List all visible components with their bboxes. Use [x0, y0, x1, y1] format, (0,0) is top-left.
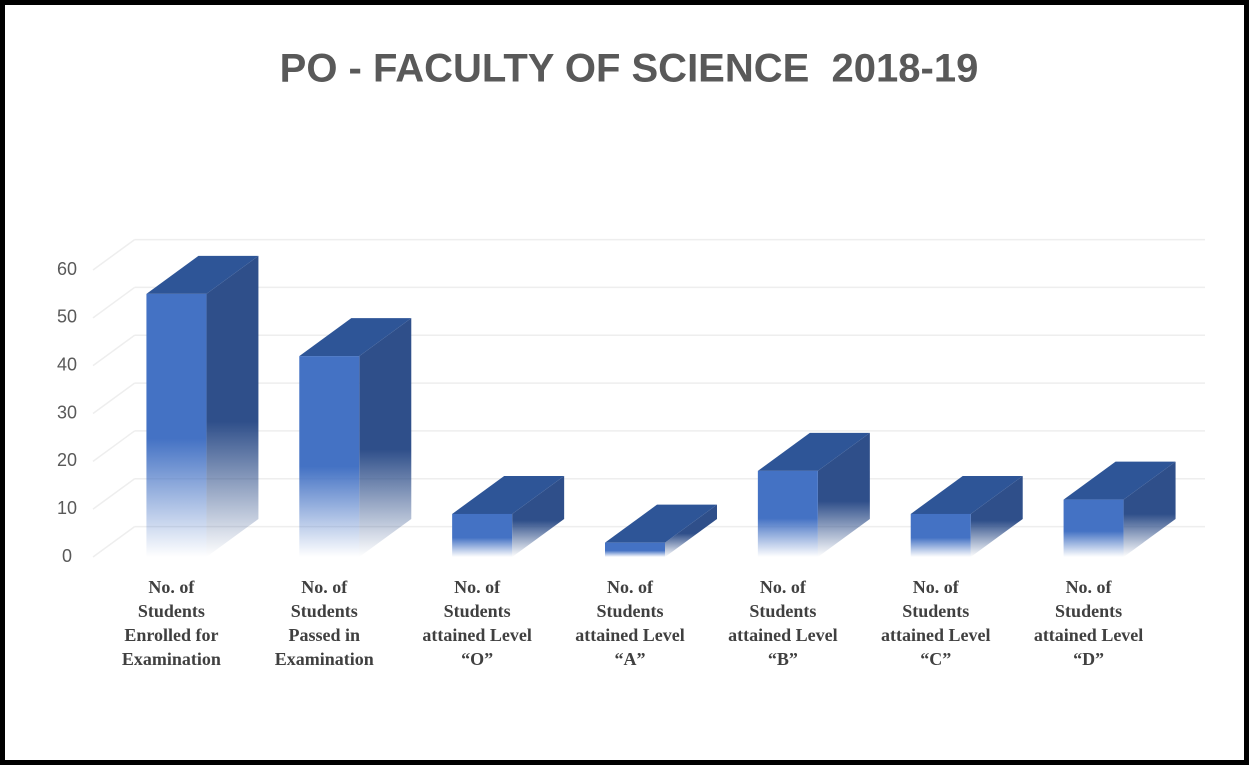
- x-tick-label: No. of Students attained Level “A”: [575, 577, 685, 669]
- grid-line: [92, 430, 136, 462]
- bar-top: [757, 432, 870, 471]
- grid-line: [92, 382, 136, 415]
- x-tick-label: No. of Students attained Level “C”: [880, 577, 991, 669]
- bar-side: [1123, 461, 1176, 557]
- bar-top: [910, 475, 1023, 514]
- x-tick-label: No. of Students Enrolled for Examination: [121, 577, 221, 669]
- bar: [299, 356, 360, 557]
- y-tick-label: 0: [62, 546, 72, 566]
- y-tick-label: 30: [57, 402, 77, 422]
- bar-top: [299, 318, 412, 357]
- y-tick-label: 20: [57, 450, 77, 470]
- bar-top: [605, 504, 717, 543]
- bar-top: [452, 475, 565, 514]
- x-tick-label: No. of Students Passed in Examination: [274, 577, 374, 669]
- grid-line: [92, 478, 136, 510]
- bar-top: [146, 255, 259, 294]
- bar: [146, 293, 207, 557]
- bar: [452, 513, 513, 557]
- x-tick-label: No. of Students attained Level “O”: [422, 577, 532, 669]
- grid-line: [92, 238, 136, 271]
- bar-side: [512, 475, 565, 557]
- bar-side: [359, 318, 412, 557]
- y-tick-label: 60: [57, 259, 77, 279]
- x-tick-label: No. of Students attained Level “B”: [728, 577, 838, 669]
- grid-line: [92, 286, 136, 319]
- bar: [1063, 499, 1124, 557]
- y-tick-label: 50: [57, 307, 77, 327]
- bar-side: [817, 432, 870, 557]
- bar: [605, 542, 665, 557]
- chart-title: PO - FACULTY OF SCIENCE 2018-19: [280, 47, 979, 91]
- chart: PO - FACULTY OF SCIENCE 2018-19 0 10 20 30 4…: [57, 47, 1205, 566]
- bar-side: [665, 504, 717, 557]
- bar-side: [970, 475, 1023, 557]
- y-tick-label: 40: [57, 354, 77, 374]
- grid-line: [92, 525, 136, 558]
- x-tick-label: No. of Students attained Level “D”: [1033, 577, 1144, 669]
- y-tick-label: 10: [57, 498, 77, 518]
- grid-line: [92, 334, 136, 367]
- bar: [757, 470, 818, 557]
- bar-top: [1063, 461, 1176, 500]
- bar-side: [206, 255, 259, 557]
- bar: [910, 513, 971, 557]
